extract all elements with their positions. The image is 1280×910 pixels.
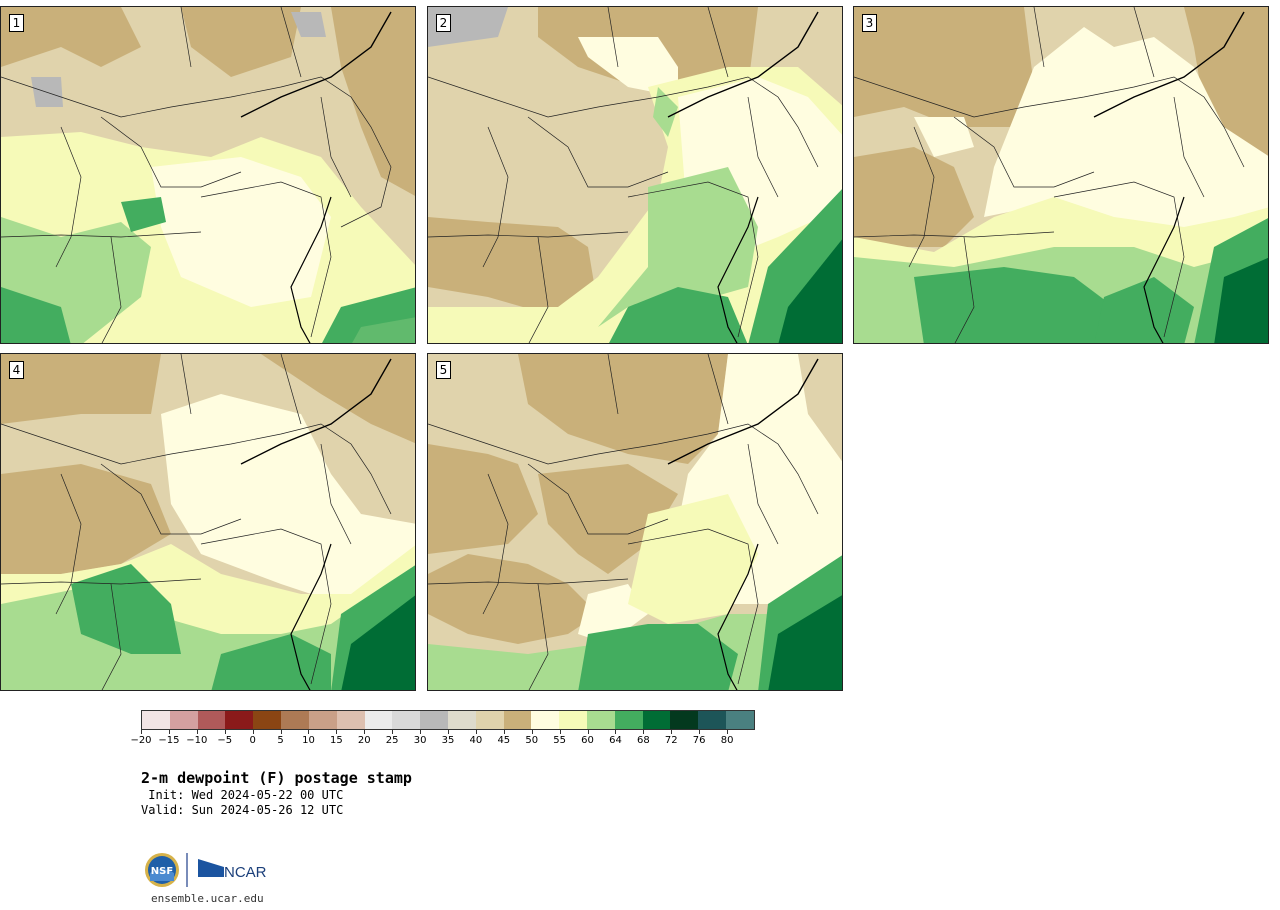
colorbar-swatch bbox=[364, 711, 393, 729]
colorbar-tick bbox=[727, 730, 729, 734]
colorbar-tick bbox=[420, 730, 422, 734]
dewpoint-map-3 bbox=[854, 7, 1268, 343]
colorbar-tick-label: 5 bbox=[277, 735, 284, 746]
plot-title: 2-m dewpoint (F) postage stamp bbox=[141, 769, 412, 787]
colorbar-tick-label: −10 bbox=[186, 735, 208, 746]
colorbar-tick bbox=[531, 730, 533, 734]
colorbar-tick bbox=[503, 730, 505, 734]
colorbar-tick-label: 20 bbox=[357, 735, 371, 746]
colorbar-tick bbox=[336, 730, 338, 734]
colorbar-tick bbox=[615, 730, 617, 734]
colorbar-tick bbox=[699, 730, 701, 734]
dewpoint-map-4 bbox=[1, 354, 415, 690]
colorbar-tick-label: 0 bbox=[249, 735, 256, 746]
colorbar-swatch bbox=[503, 711, 532, 729]
colorbar-tick-label: 80 bbox=[720, 735, 734, 746]
panel-number: 5 bbox=[436, 361, 451, 379]
colorbar-tick-label: 76 bbox=[692, 735, 706, 746]
colorbar-tick-label: 64 bbox=[609, 735, 622, 746]
ensemble-member-map-5: 5 bbox=[427, 353, 843, 691]
colorbar-tick bbox=[587, 730, 589, 734]
colorbar-swatch bbox=[642, 711, 671, 729]
colorbar-swatch bbox=[197, 711, 226, 729]
colorbar-tick-labels: −20 −15 −10 −5 0 5 10 15 20 25 30 35 40 45 50 55 60 64 68 7… bbox=[130, 730, 755, 750]
panel-number: 4 bbox=[9, 361, 24, 379]
colorbar-swatch bbox=[308, 711, 337, 729]
colorbar-swatch bbox=[420, 711, 448, 729]
colorbar-tick bbox=[671, 730, 673, 734]
footer-url: ensemble.ucar.edu bbox=[151, 892, 264, 905]
colorbar-tick-label: 68 bbox=[636, 735, 650, 746]
valid-time: Valid: Sun 2024-05-26 12 UTC bbox=[141, 803, 344, 817]
colorbar-tick bbox=[224, 730, 226, 734]
nsf-logo: NSF bbox=[145, 853, 179, 887]
colorbar-tick-label: 30 bbox=[413, 735, 427, 746]
colorbar-tick-label: −5 bbox=[217, 735, 233, 746]
panel-number: 2 bbox=[436, 14, 451, 32]
colorbar-tick bbox=[196, 730, 198, 734]
colorbar-swatch bbox=[587, 711, 615, 729]
colorbar-tick bbox=[448, 730, 449, 734]
title-block: 2-m dewpoint (F) postage stamp Init: Wed… bbox=[141, 768, 412, 818]
colorbar-tick bbox=[308, 730, 310, 734]
dewpoint-colorbar bbox=[141, 710, 755, 730]
colorbar-tick-label: 10 bbox=[302, 735, 315, 746]
colorbar-swatch bbox=[253, 711, 282, 729]
colorbar-tick bbox=[280, 730, 282, 734]
colorbar-tick-label: 35 bbox=[441, 735, 455, 746]
colorbar-swatch bbox=[142, 711, 170, 729]
nsf-logo-text: NSF bbox=[151, 866, 173, 877]
colorbar-tick-label: 15 bbox=[329, 735, 343, 746]
colorbar-swatch bbox=[281, 711, 309, 729]
colorbar-swatch bbox=[475, 711, 504, 729]
colorbar-tick bbox=[252, 730, 254, 734]
colorbar-tick bbox=[475, 730, 477, 734]
panel-number: 1 bbox=[9, 14, 24, 32]
ensemble-member-map-2: 2 bbox=[427, 6, 843, 344]
colorbar-tick bbox=[364, 730, 366, 734]
colorbar-swatch bbox=[698, 711, 727, 729]
colorbar-swatch bbox=[336, 711, 365, 729]
ensemble-member-map-4: 4 bbox=[0, 353, 416, 691]
colorbar-swatch bbox=[559, 711, 587, 729]
colorbar-swatch bbox=[169, 711, 198, 729]
colorbar-tick-label: 25 bbox=[385, 735, 399, 746]
colorbar-tick bbox=[168, 730, 170, 734]
colorbar-tick-label: 50 bbox=[525, 735, 539, 746]
ensemble-member-map-3: 3 bbox=[853, 6, 1269, 344]
init-time: Init: Wed 2024-05-22 00 UTC bbox=[141, 788, 344, 802]
colorbar-swatch bbox=[447, 711, 476, 729]
ensemble-member-map-1: 1 bbox=[0, 6, 416, 344]
colorbar-tick-label: 45 bbox=[497, 735, 511, 746]
colorbar-swatch bbox=[726, 711, 754, 729]
colorbar-tick bbox=[643, 730, 645, 734]
colorbar-tick-label: 60 bbox=[581, 735, 594, 746]
colorbar-tick bbox=[141, 730, 142, 734]
colorbar-tick-label: −20 bbox=[130, 735, 152, 746]
colorbar-tick-label: 72 bbox=[664, 735, 678, 746]
dewpoint-map-2 bbox=[428, 7, 842, 343]
ncar-logo-text: NCAR bbox=[224, 864, 267, 881]
dewpoint-map-5 bbox=[428, 354, 842, 690]
panel-number: 3 bbox=[862, 14, 877, 32]
colorbar-swatch bbox=[670, 711, 699, 729]
colorbar-swatch bbox=[225, 711, 254, 729]
dewpoint-map-1 bbox=[1, 7, 415, 343]
colorbar-swatch bbox=[531, 711, 560, 729]
colorbar-tick bbox=[559, 730, 561, 734]
colorbar-tick-label: −15 bbox=[158, 735, 180, 746]
colorbar-swatch bbox=[614, 711, 643, 729]
colorbar-tick-label: 55 bbox=[553, 735, 566, 746]
colorbar-tick bbox=[392, 730, 394, 734]
colorbar-tick-label: 40 bbox=[469, 735, 483, 746]
ncar-logo: NCAR bbox=[198, 859, 267, 881]
sponsor-logos: NSF NCAR bbox=[145, 853, 267, 887]
colorbar-swatch bbox=[392, 711, 421, 729]
